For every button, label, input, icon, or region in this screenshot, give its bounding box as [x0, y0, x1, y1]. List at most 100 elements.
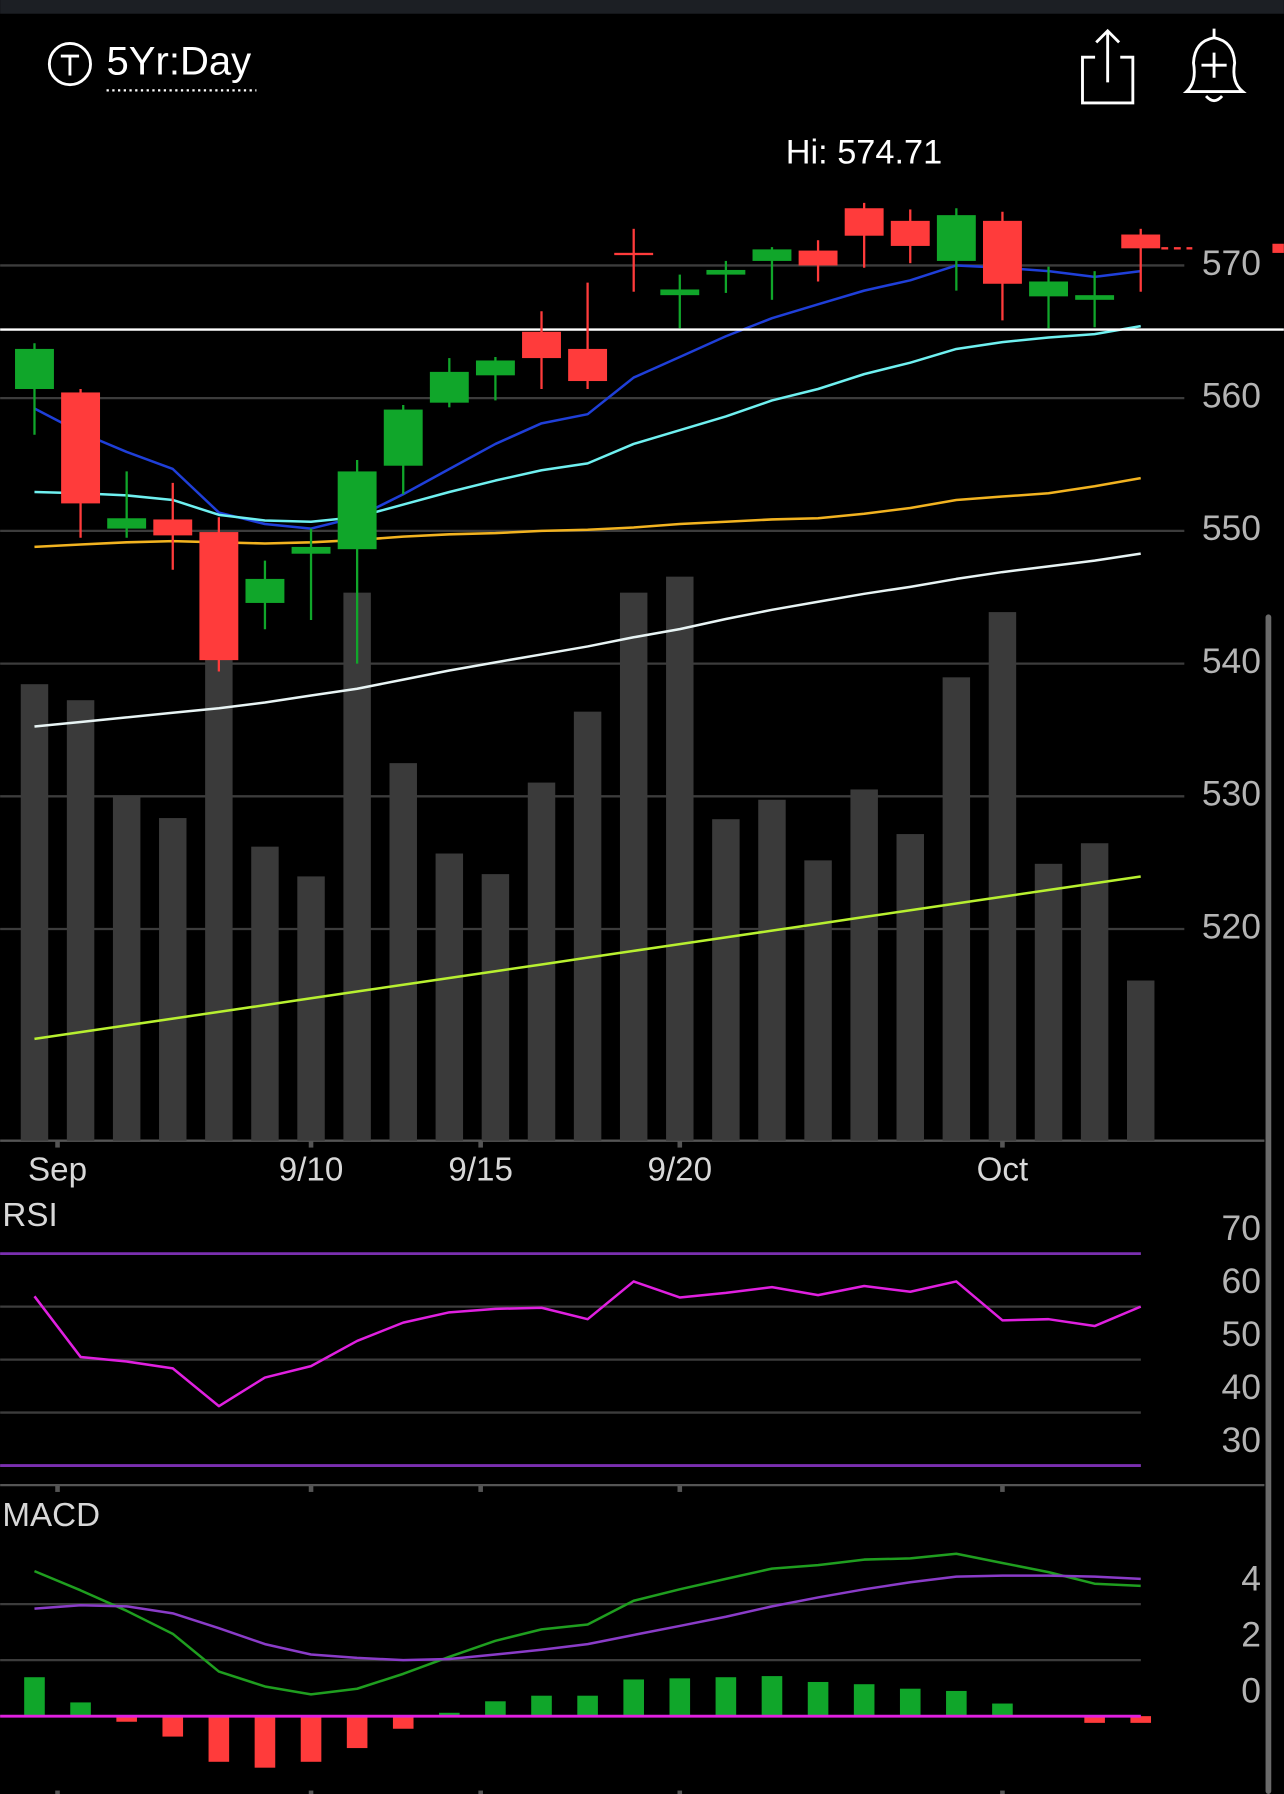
- y-tick-label: 30: [1222, 1420, 1261, 1460]
- volume-bar: [66, 700, 95, 1141]
- candle-body: [61, 392, 101, 504]
- macd-line: [34, 1574, 1141, 1662]
- volume-bar: [343, 592, 371, 1141]
- candle-body: [337, 471, 377, 550]
- y-tick-label: 560: [1202, 376, 1261, 416]
- candle-body: [1121, 234, 1161, 249]
- macd-histogram-bar: [346, 1716, 368, 1749]
- macd-histogram-bar: [531, 1695, 552, 1717]
- y-tick-label: 4: [1241, 1559, 1261, 1599]
- macd-histogram-bar: [300, 1716, 322, 1762]
- candle-body: [475, 360, 515, 376]
- macd-histogram-bar: [946, 1690, 967, 1717]
- candle-body: [1075, 295, 1115, 300]
- volume-bar: [619, 592, 648, 1141]
- period-label[interactable]: 5Yr:Day: [107, 40, 252, 84]
- volume-bar: [527, 782, 556, 1141]
- macd-histogram-bar: [715, 1677, 737, 1717]
- y-tick-label: 50: [1222, 1314, 1261, 1354]
- candle-body: [429, 371, 469, 403]
- macd-histogram-bar: [392, 1716, 414, 1729]
- volume-bar: [297, 876, 325, 1141]
- macd-histogram-bar: [1084, 1716, 1105, 1723]
- y-tick-label: 60: [1222, 1261, 1261, 1301]
- volume-bar: [205, 657, 233, 1141]
- candle-body: [107, 518, 147, 529]
- y-tick-label: 520: [1202, 906, 1261, 946]
- x-tick-label: 9/10: [279, 1151, 344, 1188]
- rsi-line: [33, 1280, 1142, 1408]
- macd-histogram-bar: [577, 1695, 598, 1717]
- candle-body: [1029, 281, 1068, 297]
- volume-bar: [896, 834, 924, 1141]
- macd-histogram-bar: [24, 1677, 45, 1717]
- macd-histogram-bar: [254, 1716, 276, 1768]
- volume-bar: [112, 796, 141, 1141]
- candle-body: [982, 220, 1022, 284]
- y-tick-label: 70: [1222, 1208, 1261, 1248]
- candle-body: [522, 331, 561, 359]
- volume-bar: [159, 818, 187, 1141]
- period-icon: [47, 42, 92, 87]
- macd-histogram-bar: [623, 1679, 644, 1717]
- x-tick-label: Oct: [977, 1151, 1029, 1188]
- x-tick-label: Sep: [28, 1151, 87, 1188]
- volume-bar: [1080, 843, 1109, 1141]
- volume-bar: [1126, 980, 1155, 1141]
- volume-bar: [712, 819, 740, 1141]
- candle-body: [291, 546, 331, 554]
- volume-bar: [251, 846, 279, 1141]
- macd-histogram-bar: [208, 1716, 230, 1762]
- volume-bar: [850, 789, 878, 1141]
- volume-bar: [389, 763, 417, 1141]
- candle-body: [614, 252, 654, 256]
- macd-histogram-bar: [116, 1716, 137, 1722]
- macd-histogram-bar: [899, 1688, 921, 1717]
- high-annotation: Hi: 574.71: [786, 134, 942, 172]
- y-tick-label: 530: [1202, 774, 1261, 814]
- volume-bar: [942, 677, 971, 1141]
- macd-line: [33, 1552, 1141, 1696]
- scrollbar[interactable]: [1265, 614, 1272, 1794]
- candle-body: [199, 532, 239, 661]
- macd-histogram-bar: [70, 1702, 91, 1717]
- moving-average-line: [34, 324, 1141, 523]
- candle-body: [15, 348, 54, 390]
- bell-plus: [1201, 28, 1227, 103]
- volume-bar: [666, 576, 694, 1141]
- share-button[interactable]: [1081, 28, 1135, 105]
- share-icon-box: [1081, 55, 1135, 105]
- moving-average-line: [34, 875, 1141, 1041]
- volume-bar: [20, 684, 49, 1141]
- volume-bar: [1034, 863, 1063, 1141]
- candle-body: [706, 269, 746, 275]
- y-tick-label: 40: [1222, 1367, 1261, 1407]
- x-tick-label: 9/15: [448, 1151, 513, 1188]
- alert-button[interactable]: [1182, 28, 1247, 103]
- volume-bar: [573, 711, 602, 1141]
- y-tick-label: 540: [1202, 641, 1261, 681]
- volume-bar: [481, 874, 510, 1141]
- x-tick-label: 9/20: [648, 1151, 713, 1188]
- macd-histogram-bar: [439, 1712, 460, 1717]
- volume-bar: [758, 799, 786, 1141]
- plot-layer: [0, 202, 1284, 1794]
- y-tick-label: 550: [1202, 508, 1261, 548]
- share-icon-arrow: [1095, 28, 1121, 83]
- period-button[interactable]: 5Yr:Day: [47, 40, 257, 92]
- last-price-marker: [1272, 243, 1284, 253]
- volume-bar: [435, 853, 464, 1141]
- macd-histogram-bar: [669, 1678, 691, 1717]
- candle-body: [245, 578, 285, 603]
- bell-icon: [1182, 36, 1247, 93]
- y-tick-label: 570: [1202, 243, 1261, 283]
- candle-body: [890, 220, 930, 246]
- macd-histogram-bar: [485, 1701, 506, 1717]
- candle-body: [153, 519, 193, 536]
- volume-bar: [988, 612, 1017, 1141]
- rsi-title: RSI: [2, 1197, 57, 1234]
- top-strip: [0, 0, 1284, 14]
- candle-body: [844, 208, 884, 236]
